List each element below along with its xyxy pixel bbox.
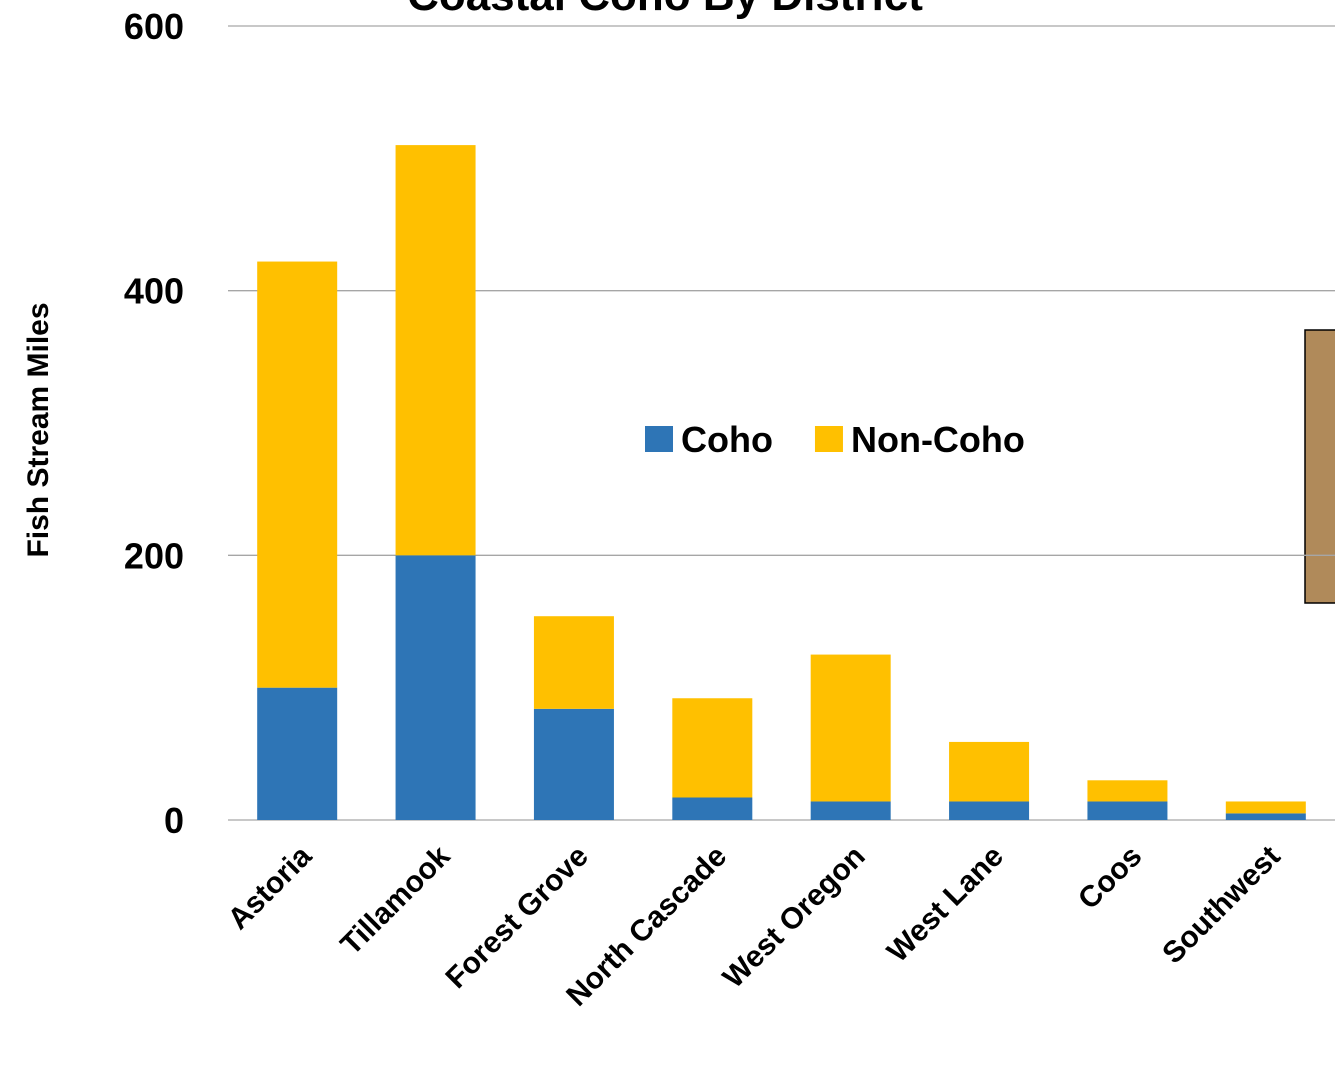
bar-segment	[533, 616, 614, 709]
bar-segment	[257, 687, 338, 820]
bar-segment	[949, 741, 1030, 802]
bar-segment	[810, 801, 891, 820]
x-tick-label: West Oregon	[717, 840, 872, 995]
bar-segment	[395, 555, 476, 820]
y-tick-label: 400	[124, 271, 184, 312]
bar-segment	[395, 145, 476, 556]
legend-label: Non-Coho	[851, 419, 1025, 460]
x-tick-label: Astoria	[222, 839, 319, 936]
bar-segment	[1225, 813, 1306, 820]
x-tick-label: Southwest	[1156, 840, 1287, 971]
legend-label: Coho	[681, 419, 773, 460]
x-tick-label: Coos	[1072, 840, 1148, 916]
photo	[1304, 329, 1335, 604]
legend-swatch	[814, 426, 843, 452]
bar-segment	[949, 801, 1030, 820]
y-tick-label: 0	[164, 800, 184, 841]
legend-swatch	[645, 426, 673, 452]
x-tick-label: Tillamook	[335, 839, 457, 961]
bar-segment	[1225, 801, 1306, 814]
bar-segment	[672, 797, 753, 820]
x-tick-label: West Lane	[881, 840, 1010, 969]
bar-segment	[257, 261, 338, 688]
bar-segment	[1087, 801, 1168, 820]
y-axis-label: Fish Stream Miles	[22, 302, 55, 557]
bar-segment	[810, 654, 891, 802]
y-tick-label: 200	[124, 535, 184, 576]
bar-segment	[672, 698, 753, 798]
bar-segment	[533, 708, 614, 820]
x-tick-label: Forest Grove	[440, 840, 595, 995]
bar-segment	[1087, 780, 1168, 802]
chart-title: Coastal Coho By District	[407, 0, 923, 20]
y-tick-label: 600	[124, 6, 184, 47]
